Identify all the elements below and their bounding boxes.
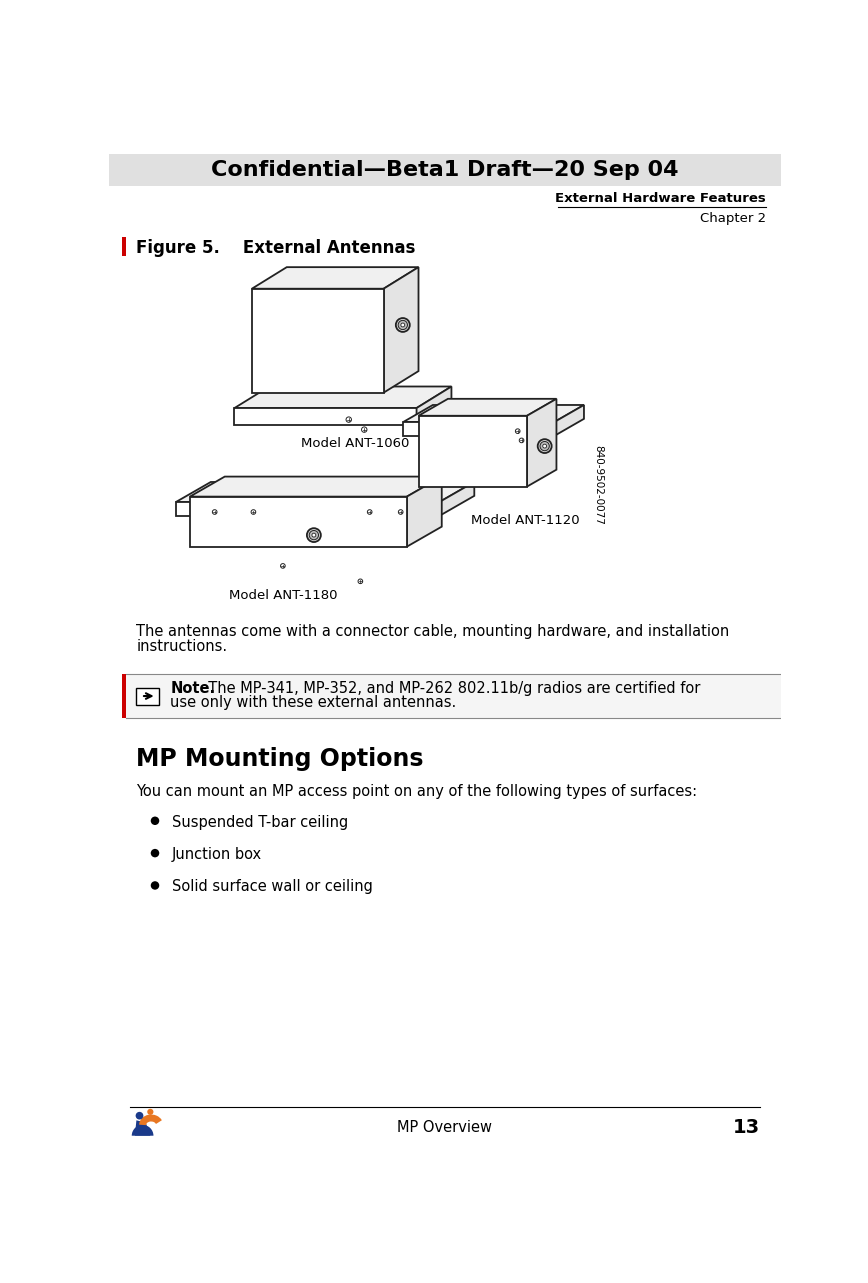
Text: Model ANT-1120: Model ANT-1120 bbox=[471, 514, 580, 527]
Text: Confidential—Beta1 Draft—20 Sep 04: Confidential—Beta1 Draft—20 Sep 04 bbox=[211, 160, 679, 180]
Text: Model ANT-1060: Model ANT-1060 bbox=[300, 438, 409, 450]
Polygon shape bbox=[439, 482, 474, 516]
Circle shape bbox=[309, 530, 319, 540]
Polygon shape bbox=[190, 476, 442, 497]
Polygon shape bbox=[407, 476, 442, 547]
Text: Model ANT-1180: Model ANT-1180 bbox=[228, 589, 337, 602]
Circle shape bbox=[151, 881, 159, 889]
Text: 13: 13 bbox=[733, 1117, 760, 1137]
Circle shape bbox=[542, 444, 547, 448]
Circle shape bbox=[367, 509, 372, 514]
Polygon shape bbox=[527, 399, 556, 486]
Circle shape bbox=[398, 321, 407, 330]
Text: MP Overview: MP Overview bbox=[398, 1120, 492, 1134]
Polygon shape bbox=[404, 405, 584, 422]
Circle shape bbox=[398, 509, 403, 514]
Text: The MP-341, MP-352, and MP-262 802.11b/g radios are certified for: The MP-341, MP-352, and MP-262 802.11b/g… bbox=[199, 681, 700, 695]
Polygon shape bbox=[252, 267, 418, 289]
Text: External Hardware Features: External Hardware Features bbox=[555, 192, 766, 205]
Circle shape bbox=[537, 439, 552, 453]
Circle shape bbox=[516, 429, 520, 434]
Polygon shape bbox=[555, 405, 584, 436]
Polygon shape bbox=[190, 497, 407, 547]
Bar bbox=[122, 237, 127, 255]
Circle shape bbox=[148, 1109, 154, 1115]
Circle shape bbox=[151, 816, 159, 825]
Circle shape bbox=[519, 438, 524, 443]
Polygon shape bbox=[384, 267, 418, 393]
Circle shape bbox=[401, 323, 404, 327]
Circle shape bbox=[362, 427, 367, 432]
Text: You can mount an MP access point on any of the following types of surfaces:: You can mount an MP access point on any … bbox=[136, 784, 698, 799]
Text: instructions.: instructions. bbox=[136, 639, 227, 654]
Circle shape bbox=[151, 849, 159, 857]
Text: Figure 5.    External Antennas: Figure 5. External Antennas bbox=[136, 239, 416, 257]
Polygon shape bbox=[417, 386, 451, 425]
Text: MP Mounting Options: MP Mounting Options bbox=[136, 747, 424, 771]
Polygon shape bbox=[234, 408, 417, 425]
Circle shape bbox=[358, 579, 363, 584]
Polygon shape bbox=[234, 386, 451, 408]
FancyBboxPatch shape bbox=[135, 688, 159, 704]
Polygon shape bbox=[135, 1120, 150, 1135]
Circle shape bbox=[280, 563, 286, 568]
Text: Note.: Note. bbox=[170, 681, 215, 695]
Text: Chapter 2: Chapter 2 bbox=[700, 212, 766, 225]
Circle shape bbox=[251, 509, 256, 514]
Polygon shape bbox=[404, 422, 555, 436]
Circle shape bbox=[312, 534, 316, 538]
Text: The antennas come with a connector cable, mounting hardware, and installation: The antennas come with a connector cable… bbox=[136, 624, 730, 639]
Bar bbox=[108, 154, 781, 186]
Circle shape bbox=[135, 1112, 143, 1120]
Text: 840-9502-0077: 840-9502-0077 bbox=[594, 445, 603, 525]
Polygon shape bbox=[252, 289, 384, 393]
Circle shape bbox=[346, 417, 352, 422]
Wedge shape bbox=[132, 1125, 154, 1135]
Polygon shape bbox=[176, 502, 439, 516]
Text: Suspended T-bar ceiling: Suspended T-bar ceiling bbox=[172, 815, 348, 830]
Text: Junction box: Junction box bbox=[172, 847, 262, 862]
Bar bbox=[127, 675, 781, 717]
Polygon shape bbox=[176, 482, 474, 502]
Polygon shape bbox=[418, 399, 556, 416]
Circle shape bbox=[213, 509, 217, 514]
Circle shape bbox=[307, 529, 321, 541]
Text: use only with these external antennas.: use only with these external antennas. bbox=[170, 694, 457, 709]
Circle shape bbox=[540, 441, 549, 450]
Polygon shape bbox=[418, 416, 527, 486]
Circle shape bbox=[396, 318, 410, 332]
Bar bbox=[122, 675, 127, 717]
Text: Solid surface wall or ceiling: Solid surface wall or ceiling bbox=[172, 879, 373, 894]
